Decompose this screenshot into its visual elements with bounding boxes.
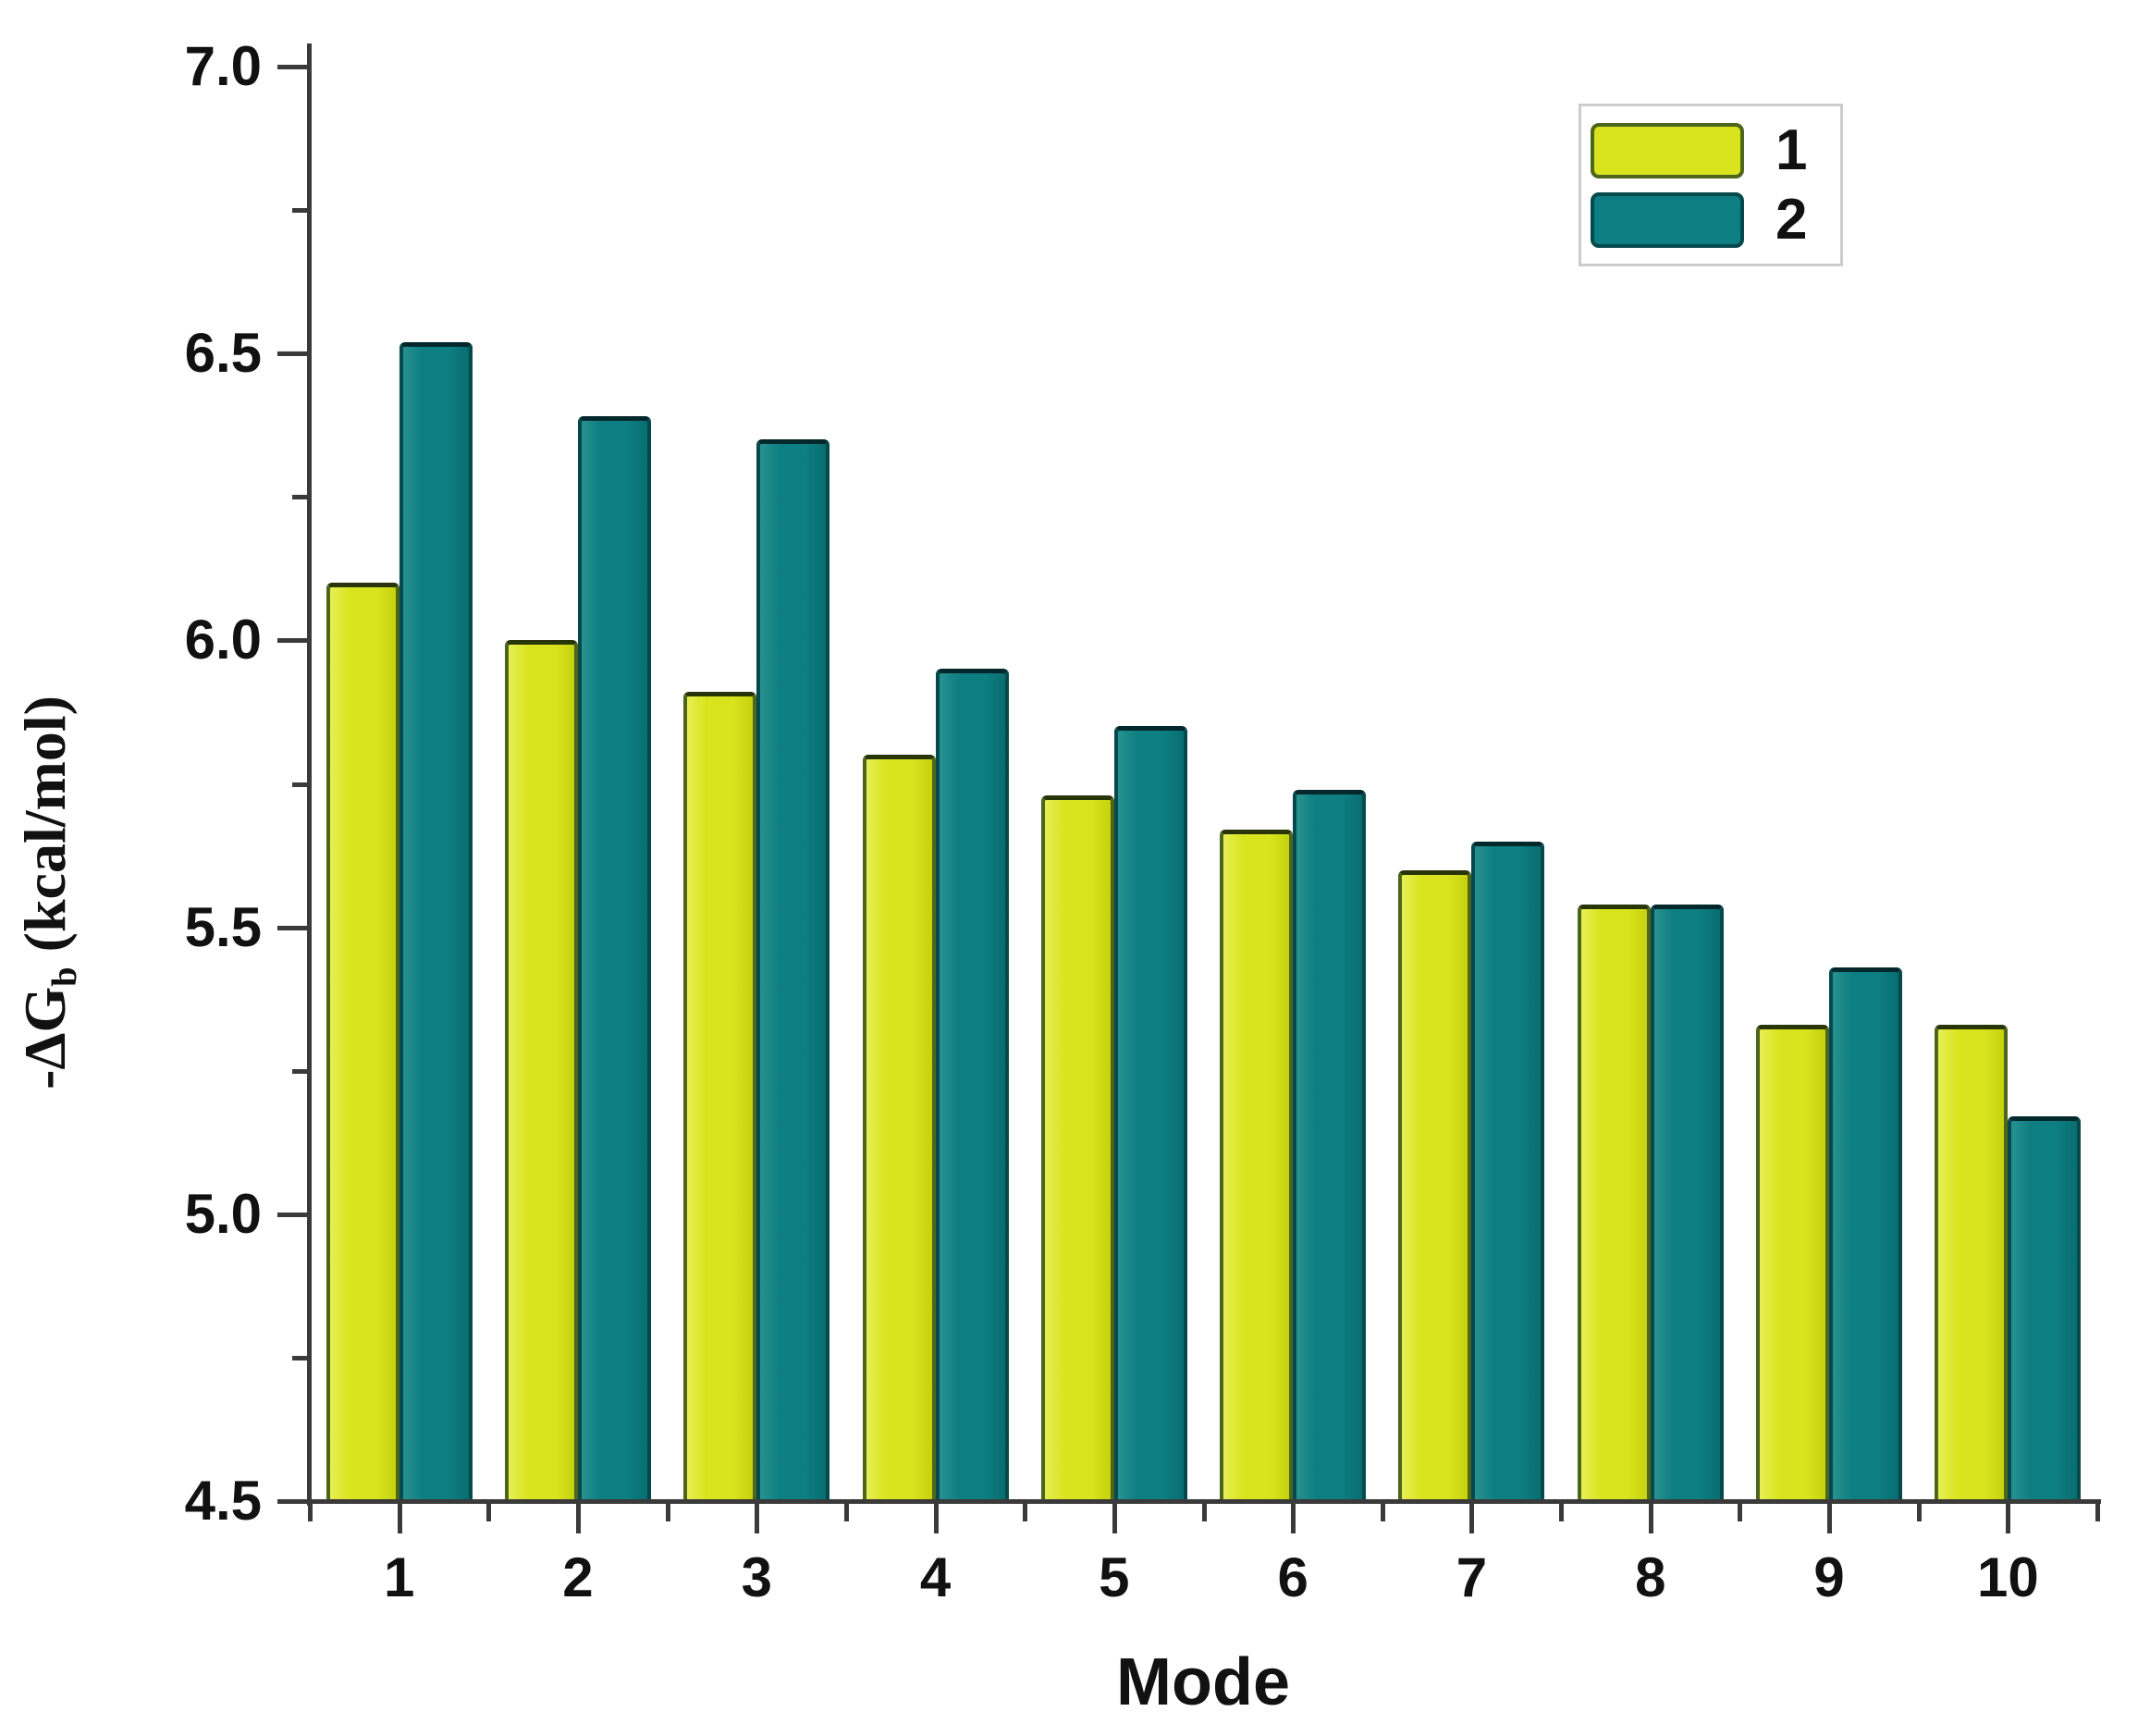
bar-series1-mode9 bbox=[1756, 1025, 1830, 1501]
x-minor-tick-5 bbox=[1201, 1501, 1207, 1521]
x-tick-label-5: 5 bbox=[1099, 1546, 1130, 1608]
bar-series1-mode5 bbox=[1040, 794, 1114, 1501]
y-axis-title-subscript: b bbox=[44, 966, 84, 987]
bar-series1-mode4 bbox=[862, 755, 936, 1501]
x-minor-tick-8 bbox=[1738, 1501, 1743, 1521]
x-tick-label-9: 9 bbox=[1813, 1546, 1845, 1608]
y-minor-tick-5.25 bbox=[292, 1068, 307, 1074]
x-tick-label-2: 2 bbox=[562, 1546, 594, 1608]
x-minor-tick-10 bbox=[2095, 1501, 2100, 1521]
bar-series2-mode5 bbox=[1113, 726, 1187, 1501]
bar-series1-mode10 bbox=[1935, 1025, 2009, 1501]
y-axis-title-suffix: (kcal/mol) bbox=[12, 696, 79, 967]
legend-label-2: 2 bbox=[1775, 187, 1808, 252]
x-major-tick-7 bbox=[1469, 1501, 1475, 1533]
bar-series2-mode6 bbox=[1293, 789, 1367, 1501]
bar-series2-mode8 bbox=[1650, 904, 1724, 1501]
bar-series2-mode9 bbox=[1829, 967, 1903, 1501]
bar-series1-mode1 bbox=[326, 583, 399, 1501]
bar-series1-mode7 bbox=[1398, 869, 1472, 1501]
bar-series1-mode2 bbox=[504, 640, 578, 1501]
y-major-tick-6.0 bbox=[277, 638, 307, 644]
y-major-tick-7.0 bbox=[277, 65, 307, 69]
y-major-tick-4.5 bbox=[277, 1499, 307, 1504]
x-major-tick-10 bbox=[2006, 1501, 2011, 1533]
bar-series2-mode10 bbox=[2008, 1116, 2082, 1501]
x-tick-label-3: 3 bbox=[741, 1546, 772, 1608]
y-minor-tick-4.75 bbox=[292, 1355, 307, 1360]
legend-item-2: 2 bbox=[1591, 191, 1840, 249]
x-tick-label-1: 1 bbox=[383, 1546, 415, 1608]
x-axis-title: Mode bbox=[1116, 1645, 1290, 1719]
y-axis-title: -ΔGb (kcal/mol) bbox=[11, 696, 85, 1090]
x-major-tick-5 bbox=[1112, 1501, 1117, 1533]
y-minor-tick-5.75 bbox=[292, 782, 307, 787]
x-minor-tick-6 bbox=[1380, 1501, 1385, 1521]
y-tick-label-5.5: 5.5 bbox=[184, 895, 262, 958]
bar-series2-mode4 bbox=[935, 669, 1009, 1501]
bar-series1-mode8 bbox=[1577, 904, 1651, 1501]
y-tick-label-5.0: 5.0 bbox=[184, 1182, 262, 1245]
x-major-tick-9 bbox=[1827, 1501, 1833, 1533]
bar-series2-mode3 bbox=[756, 439, 830, 1501]
y-minor-tick-6.75 bbox=[292, 208, 307, 214]
legend-label-1: 1 bbox=[1775, 117, 1808, 182]
x-major-tick-8 bbox=[1648, 1501, 1653, 1533]
x-minor-tick-4 bbox=[1023, 1501, 1028, 1521]
x-tick-label-6: 6 bbox=[1277, 1546, 1308, 1608]
x-tick-label-10: 10 bbox=[1976, 1546, 2039, 1608]
x-minor-tick-9 bbox=[1916, 1501, 1922, 1521]
bar-series1-mode3 bbox=[683, 692, 757, 1501]
y-major-tick-5.5 bbox=[277, 925, 307, 930]
legend-swatch-2 bbox=[1591, 191, 1744, 248]
y-major-tick-5.0 bbox=[277, 1212, 307, 1217]
x-minor-tick-1 bbox=[486, 1501, 492, 1521]
x-minor-tick-2 bbox=[665, 1501, 670, 1521]
legend-swatch-1 bbox=[1591, 122, 1744, 179]
x-minor-tick-3 bbox=[843, 1501, 849, 1521]
x-major-tick-4 bbox=[933, 1501, 939, 1533]
y-axis-title-prefix: -ΔG bbox=[12, 986, 79, 1090]
bar-series2-mode1 bbox=[399, 341, 473, 1501]
y-tick-label-7.0: 7.0 bbox=[184, 35, 262, 97]
y-tick-label-6.0: 6.0 bbox=[184, 609, 262, 671]
x-minor-tick-7 bbox=[1559, 1501, 1565, 1521]
y-axis-line bbox=[307, 43, 312, 1506]
y-minor-tick-6.25 bbox=[292, 495, 307, 500]
y-major-tick-6.5 bbox=[277, 351, 307, 357]
bar-series2-mode7 bbox=[1471, 841, 1545, 1501]
x-major-tick-1 bbox=[397, 1501, 402, 1533]
x-major-tick-2 bbox=[575, 1501, 581, 1533]
x-major-tick-3 bbox=[755, 1501, 760, 1533]
bar-series2-mode2 bbox=[577, 416, 651, 1501]
x-tick-label-8: 8 bbox=[1635, 1546, 1666, 1608]
y-tick-label-6.5: 6.5 bbox=[184, 322, 262, 385]
y-tick-label-4.5: 4.5 bbox=[184, 1470, 262, 1532]
bar-series1-mode6 bbox=[1220, 830, 1294, 1501]
x-tick-label-7: 7 bbox=[1456, 1546, 1488, 1608]
x-major-tick-6 bbox=[1291, 1501, 1296, 1533]
x-tick-label-4: 4 bbox=[919, 1546, 952, 1608]
legend-item-1: 1 bbox=[1591, 117, 1840, 182]
x-minor-tick-0 bbox=[308, 1501, 313, 1521]
